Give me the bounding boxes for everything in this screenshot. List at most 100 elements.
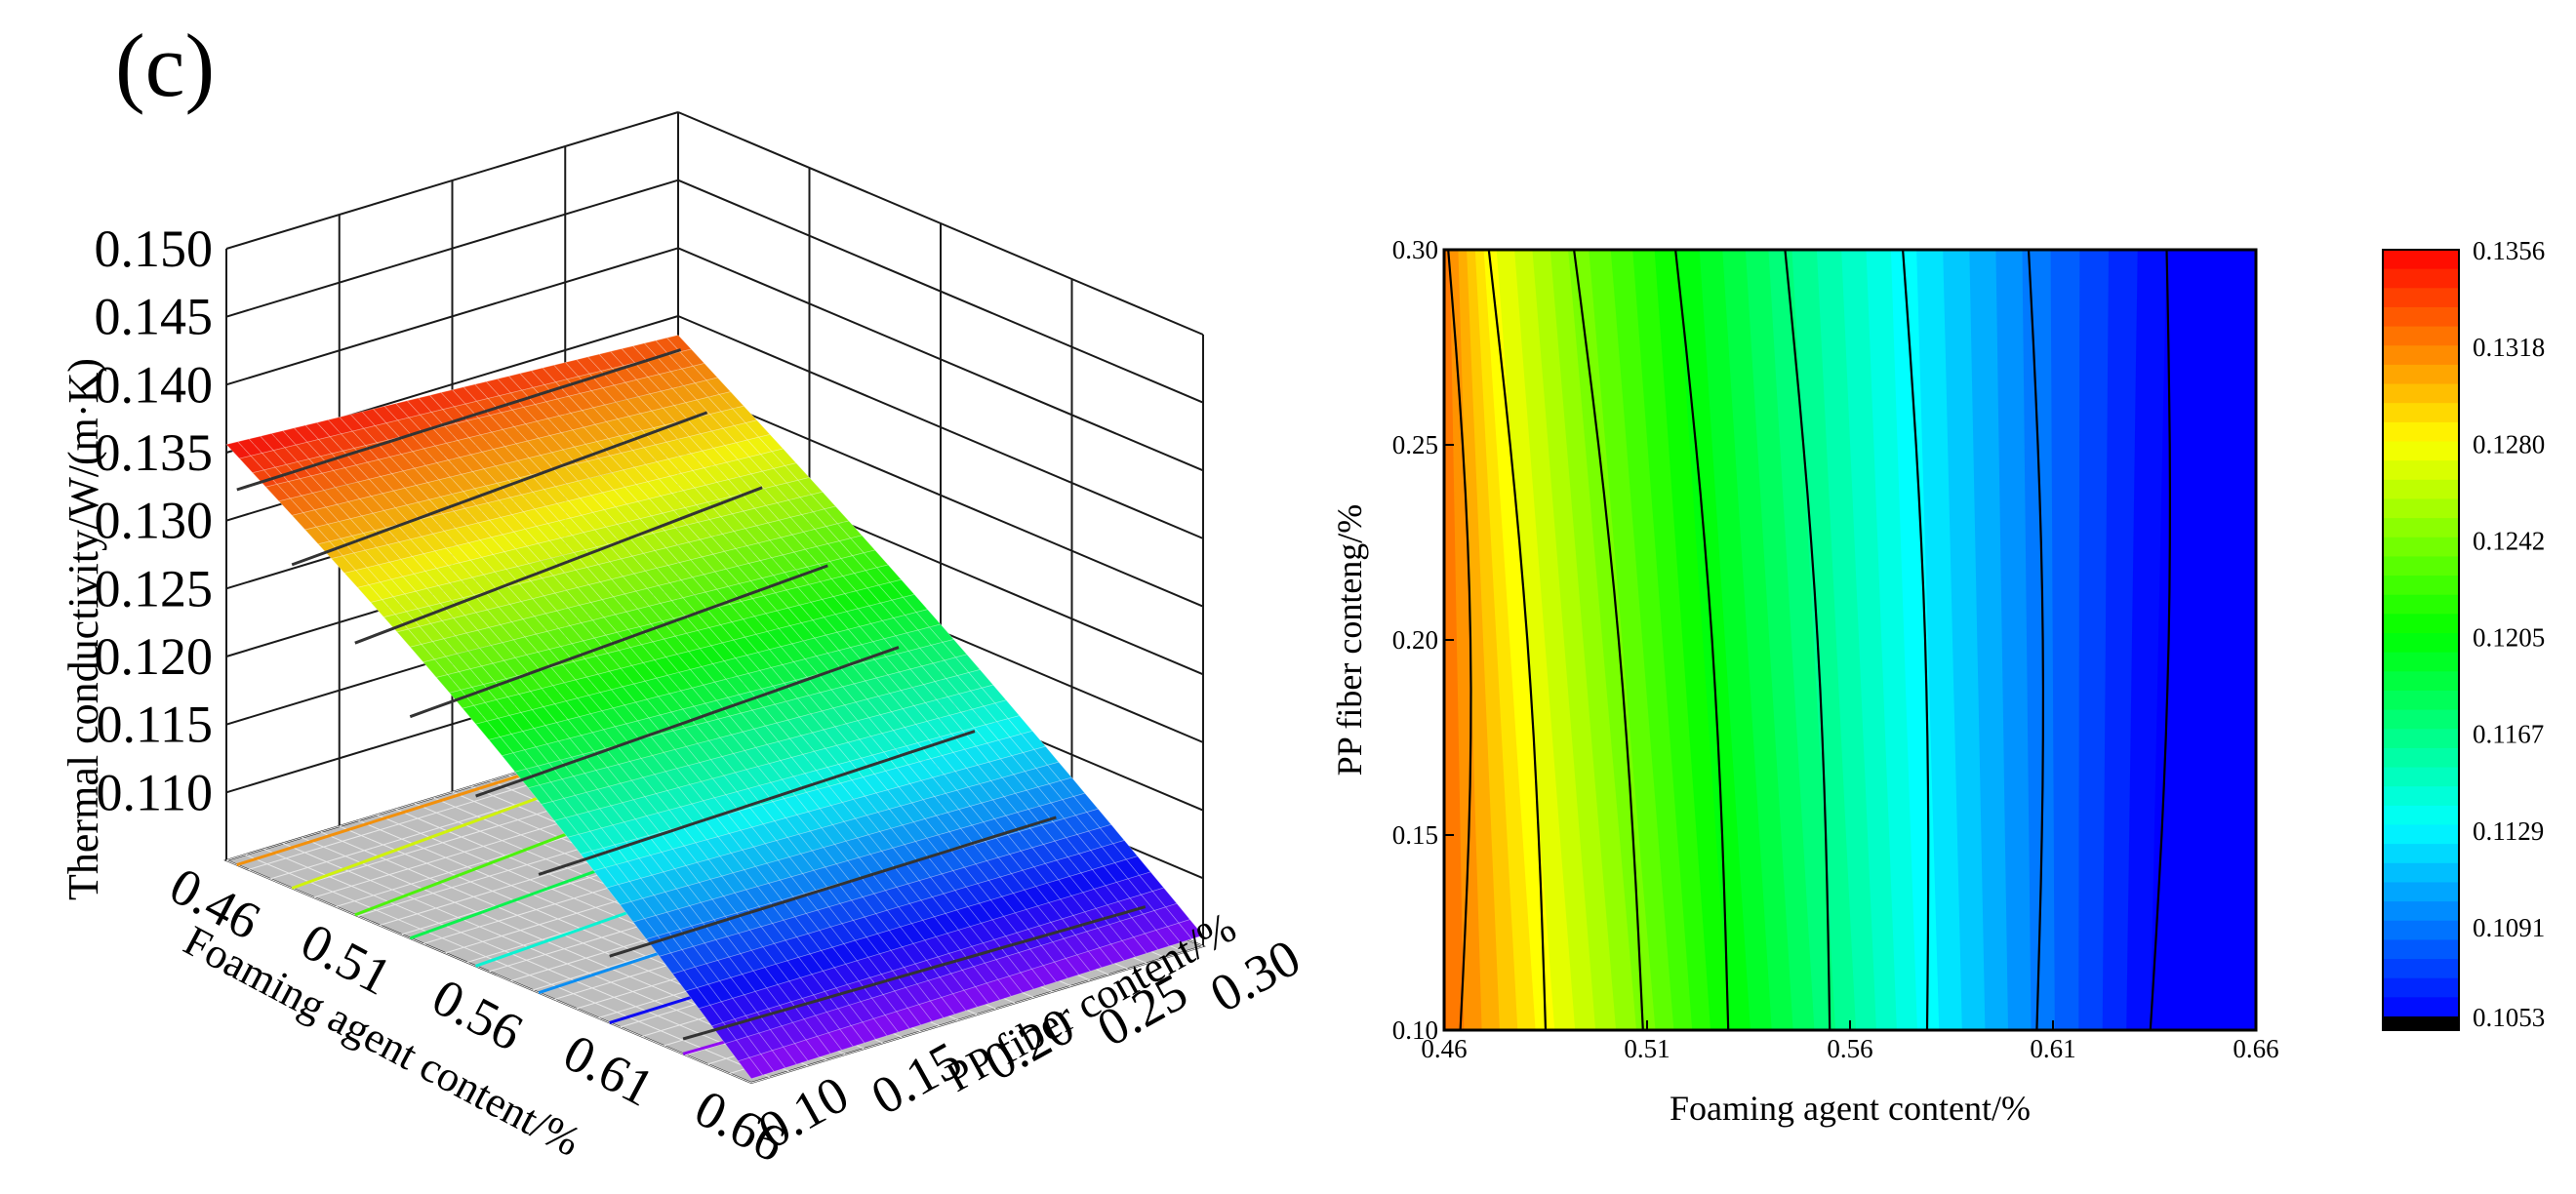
colorbar-segment (2383, 556, 2459, 577)
colorbar-tick-label: 0.1242 (2473, 526, 2545, 555)
colorbar-segment (2383, 671, 2459, 692)
colorbar-segment (2383, 594, 2459, 616)
colorbar-segment (2383, 441, 2459, 462)
colorbar-tick-label: 0.1129 (2473, 816, 2544, 846)
z-axis-title-3d: Thermal conductivity/W/(m·K) (60, 358, 107, 900)
colorbar-segment (2383, 633, 2459, 654)
contour-y-tick-label: 0.20 (1392, 625, 1438, 655)
colorbar-segment (2383, 421, 2459, 443)
z-tick-label-3d: 0.140 (95, 355, 214, 414)
contour-plot: 0.46 0.51 0.56 0.61 0.66 0.10 0.15 0.20 0.25 0.30… (1330, 235, 2545, 1128)
surface-patch (1020, 968, 1046, 990)
contour-y-tick-label: 0.10 (1392, 1015, 1438, 1045)
surface-plot-3d: 0.110 0.115 0.120 0.125 0.130 0.135 0.140 0.145… (60, 111, 1309, 1174)
colorbar-segment (2383, 268, 2459, 290)
colorbar-segment (2383, 460, 2459, 481)
colorbar-segment (2383, 805, 2459, 826)
surface-patch (895, 1007, 922, 1029)
colorbar-segment (2383, 345, 2459, 366)
contour-band (2245, 813, 2256, 1030)
colorbar-segment (2383, 652, 2459, 673)
colorbar-segment (2383, 959, 2459, 979)
surface-contour-line (475, 646, 900, 798)
colorbar-segment (2383, 479, 2459, 500)
colorbar-segment (2383, 747, 2459, 769)
contour-x-tick-label: 0.51 (1624, 1034, 1670, 1063)
z-tick-label-3d: 0.150 (95, 219, 214, 278)
colorbar-segment (2383, 383, 2459, 405)
surface-patch (850, 1021, 876, 1044)
z-tick-label-3d: 0.135 (95, 423, 214, 482)
colorbar-segment (2383, 614, 2459, 634)
contour-line (1447, 250, 1472, 1030)
contour-y-tick-label: 0.15 (1392, 820, 1438, 850)
surface-patch (816, 1032, 843, 1055)
contour-fill (1444, 250, 2256, 1030)
surface-patch (884, 1011, 910, 1033)
surface-patch (783, 1043, 809, 1065)
colorbar-tick-label: 0.1053 (2473, 1003, 2545, 1032)
surface-patch (974, 982, 1001, 1005)
contour-line (1573, 250, 1644, 1030)
contour-line (1487, 250, 1548, 1030)
surface-patch (1166, 922, 1193, 943)
contour-tick-labels: 0.46 0.51 0.56 0.61 0.66 0.10 0.15 0.20 0.25 0.30 (1392, 235, 2279, 1063)
surface-contour-line (354, 486, 763, 645)
z-tick-label-3d: 0.125 (95, 559, 214, 617)
floor-mesh-line (750, 945, 1204, 1084)
contour-x-tick-label: 0.61 (2030, 1034, 2075, 1063)
surface-patch (737, 1056, 764, 1080)
contour-lines (1447, 250, 2171, 1030)
colorbar-segment (2383, 709, 2459, 731)
surface-patch (827, 1028, 854, 1051)
surface-contour-line (609, 816, 1057, 958)
contour-x-axis-title: Foaming agent content/% (1670, 1089, 2031, 1128)
z-tick-label-3d: 0.130 (95, 492, 214, 550)
contour-line (2149, 250, 2171, 1030)
colorbar-segment (2383, 767, 2459, 788)
colorbar-segment (2383, 690, 2459, 711)
surface-mesh (225, 335, 1204, 1080)
colorbar-segment (2383, 939, 2459, 961)
colorbar-segment (2383, 518, 2459, 538)
contour-band (2221, 250, 2256, 1030)
contour-x-tick-label: 0.56 (1827, 1034, 1872, 1063)
colorbar-segment (2383, 862, 2459, 884)
contour-line (1674, 250, 1730, 1030)
colorbar: 0.1053 0.1091 0.1129 0.1167 0.1205 0.1242 0.12… (2382, 236, 2545, 1032)
contour-x-tick-label: 0.46 (1421, 1034, 1467, 1063)
contour-x-tick-label: 0.66 (2233, 1034, 2278, 1063)
colorbar-low-swatch (2383, 1016, 2459, 1030)
contour-y-axis-title: PP fiber conteng/% (1330, 504, 1369, 776)
colorbar-segment (2383, 997, 2459, 1017)
colorbar-segment (2383, 576, 2459, 596)
colorbar-tick-label: 0.1167 (2473, 720, 2544, 749)
surface-patch (918, 1000, 945, 1022)
colorbar-tick-label: 0.1280 (2473, 429, 2545, 458)
contour-line (1784, 250, 1831, 1030)
surface-contour-line (236, 348, 682, 492)
colorbar-segment (2383, 306, 2459, 328)
colorbar-frame (2382, 249, 2460, 1031)
contour-y-tick-label: 0.25 (1392, 430, 1438, 459)
z-tick-label-3d: 0.110 (97, 763, 214, 821)
z-tick-label-3d: 0.115 (97, 696, 214, 754)
colorbar-segment (2383, 729, 2459, 749)
colorbar-tick-label: 0.1091 (2473, 913, 2545, 942)
colorbar-segment (2383, 882, 2459, 903)
colorbar-segment (2383, 824, 2459, 846)
panel-label: (c) (115, 16, 215, 115)
colorbar-segment (2383, 288, 2459, 308)
contour-line (1902, 250, 1930, 1030)
surface-contour-line (538, 730, 976, 876)
colorbar-segment (2383, 364, 2459, 385)
colorbar-segment (2383, 844, 2459, 864)
surface-contour-line (291, 411, 708, 567)
colorbar-segment (2383, 326, 2459, 347)
colorbar-segment (2383, 537, 2459, 558)
colorbar-segment (2383, 250, 2459, 270)
surface-contour-line (682, 905, 1147, 1041)
contour-line (2027, 250, 2044, 1030)
contour-band (2050, 250, 2081, 1030)
